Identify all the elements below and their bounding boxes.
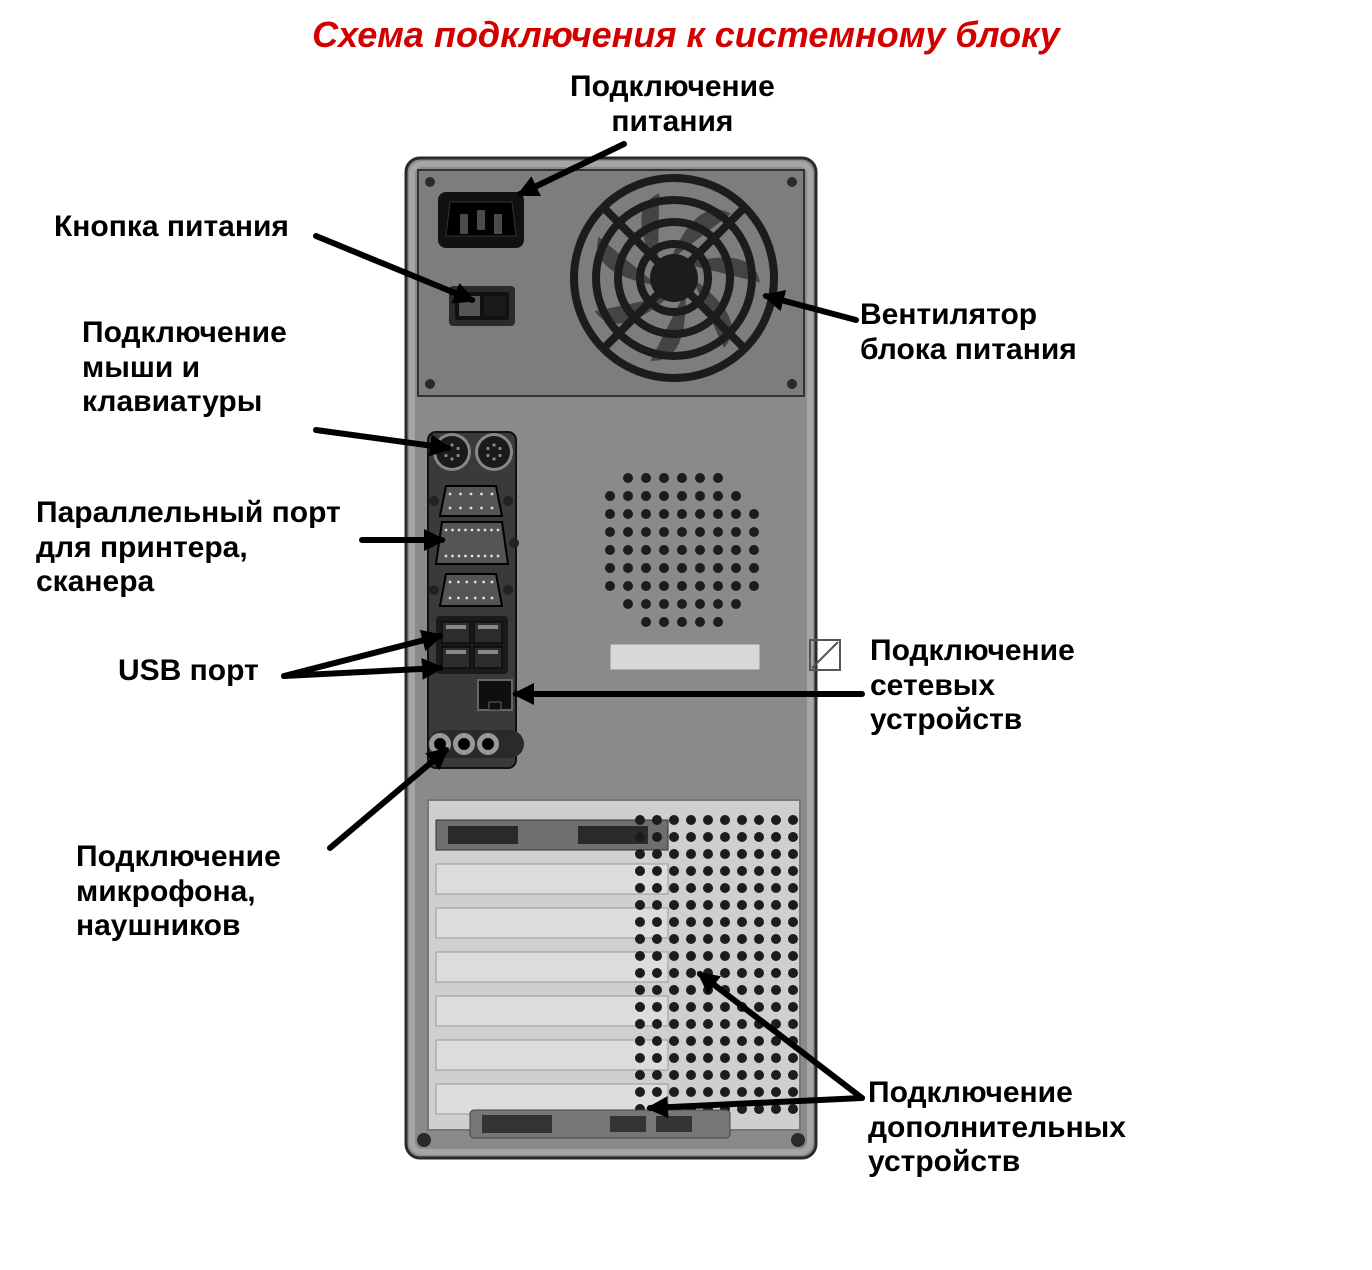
case-drawing: [0, 0, 1372, 1270]
label-power_conn: Подключение питания: [570, 70, 775, 139]
label-lan: Подключение сетевых устройств: [870, 634, 1075, 738]
label-usb: USB порт: [118, 654, 259, 689]
diagram-title: Схема подключения к системному блоку: [0, 14, 1372, 56]
arrows-layer: [0, 0, 1372, 1270]
label-ps2: Подключение мыши и клавиатуры: [82, 316, 287, 420]
diagram-stage: Схема подключения к системному блоку Под…: [0, 0, 1372, 1270]
label-parallel: Параллельный порт для принтера, сканера: [36, 496, 341, 600]
label-power_button: Кнопка питания: [54, 210, 289, 245]
label-audio: Подключение микрофона, наушников: [76, 840, 281, 944]
label-extra: Подключение дополнительных устройств: [868, 1076, 1126, 1180]
label-psu_fan: Вентилятор блока питания: [860, 298, 1077, 367]
